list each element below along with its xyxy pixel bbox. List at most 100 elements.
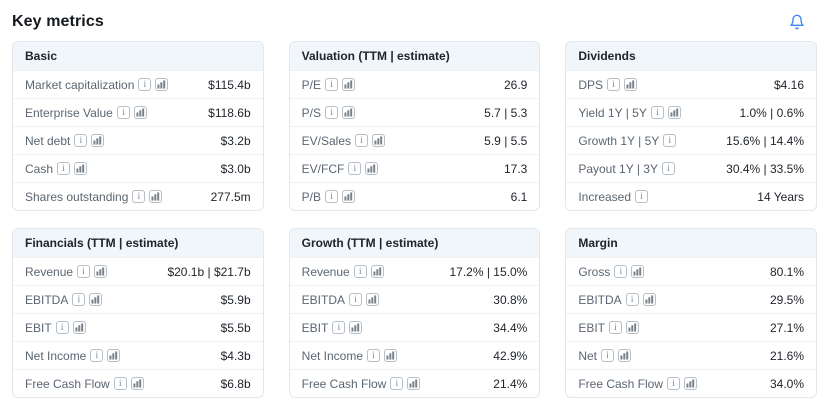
info-icon-glyph: i — [77, 294, 81, 304]
info-icon[interactable]: i — [609, 321, 622, 334]
chart-icon[interactable] — [155, 78, 169, 91]
metric-label: Net Income — [25, 348, 87, 363]
chart-icon[interactable] — [365, 162, 379, 175]
chart-icon[interactable] — [130, 377, 144, 390]
chart-icon[interactable] — [631, 265, 645, 278]
card-rows: Revenue i 17.2% | 15.0% EBITDA i — [289, 257, 540, 397]
info-icon-glyph: i — [354, 294, 357, 304]
metric-label-group: DPS i — [578, 78, 638, 92]
chart-icon-glyph — [151, 192, 160, 201]
chart-icon-glyph — [93, 136, 102, 145]
info-icon[interactable]: i — [667, 377, 681, 390]
chart-icon[interactable] — [370, 265, 384, 278]
info-icon[interactable]: i — [390, 377, 404, 390]
info-icon[interactable]: i — [116, 106, 130, 119]
page-title: Key metrics — [12, 13, 104, 30]
chart-icon[interactable] — [667, 106, 681, 119]
info-icon[interactable]: i — [325, 106, 338, 119]
info-icon[interactable]: i — [348, 162, 362, 175]
metric-label: EV/Sales — [301, 133, 352, 148]
chart-icon[interactable] — [349, 321, 363, 334]
metric-value: $3.2b — [220, 133, 251, 148]
info-icon[interactable]: i — [55, 321, 69, 334]
info-icon[interactable]: i — [663, 134, 677, 147]
metric-label: Net debt — [25, 133, 71, 148]
chart-icon[interactable] — [72, 321, 86, 334]
chart-icon[interactable] — [342, 106, 355, 119]
chart-icon[interactable] — [618, 349, 632, 362]
chart-icon-glyph — [76, 164, 85, 173]
info-icon[interactable]: i — [138, 78, 152, 91]
metric-value: $4.16 — [773, 77, 804, 92]
metrics-card: Financials (TTM | estimate) Revenue i $2… — [12, 228, 264, 398]
metric-label: EBITDA — [301, 292, 345, 307]
info-icon[interactable]: i — [74, 134, 88, 147]
info-icon[interactable]: i — [367, 349, 381, 362]
metric-label: Payout 1Y | 3Y — [578, 161, 658, 176]
metric-value: $3.0b — [220, 161, 251, 176]
chart-icon[interactable] — [133, 106, 147, 119]
chart-icon[interactable] — [384, 349, 398, 362]
info-icon[interactable]: i — [72, 293, 86, 306]
chart-icon[interactable] — [626, 321, 639, 334]
chart-icon[interactable] — [407, 377, 421, 390]
info-icon[interactable]: i — [614, 265, 628, 278]
chart-icon[interactable] — [149, 190, 163, 203]
metric-value: 30.4% | 33.5% — [726, 161, 804, 176]
chart-icon[interactable] — [89, 293, 103, 306]
info-icon[interactable]: i — [77, 265, 91, 278]
metric-value: 80.1% — [769, 264, 804, 279]
metric-row: EBITDA i $5.9b — [13, 285, 263, 313]
info-icon[interactable]: i — [325, 78, 338, 91]
metric-value: 277.5m — [210, 189, 251, 204]
chart-icon[interactable] — [342, 190, 355, 203]
info-icon[interactable]: i — [132, 190, 146, 203]
metric-label-group: Net i — [578, 349, 632, 363]
info-icon[interactable]: i — [90, 349, 104, 362]
info-icon[interactable]: i — [353, 265, 367, 278]
chart-icon[interactable] — [624, 78, 638, 91]
chart-icon[interactable] — [684, 377, 698, 390]
info-icon[interactable]: i — [661, 162, 675, 175]
info-icon[interactable]: i — [601, 349, 615, 362]
chart-icon-glyph — [686, 379, 695, 388]
info-icon[interactable]: i — [625, 293, 639, 306]
metric-row: Net debt i $3.2b — [13, 126, 263, 154]
card-rows: P/E i 26.9 P/S i — [289, 70, 540, 210]
metric-label: Gross — [578, 264, 611, 279]
notifications-button[interactable] — [787, 12, 807, 32]
metric-label: Market capitalization — [25, 77, 135, 92]
info-icon[interactable]: i — [650, 106, 664, 119]
chart-icon[interactable] — [74, 162, 88, 175]
info-icon[interactable]: i — [113, 377, 127, 390]
chart-icon-glyph — [136, 108, 145, 117]
info-icon[interactable]: i — [355, 134, 369, 147]
chart-icon[interactable] — [94, 265, 108, 278]
chart-icon[interactable] — [642, 293, 656, 306]
info-icon[interactable]: i — [635, 190, 649, 203]
info-icon[interactable]: i — [332, 321, 346, 334]
chart-icon-glyph — [670, 108, 679, 117]
metric-label: EBITDA — [25, 292, 69, 307]
info-icon-glyph: i — [95, 350, 99, 360]
metric-label: Cash — [25, 161, 54, 176]
info-icon[interactable]: i — [607, 78, 621, 91]
metric-row: Net Income i $4.3b — [13, 341, 263, 369]
chart-icon[interactable] — [91, 134, 105, 147]
metric-label: P/S — [301, 105, 321, 120]
metrics-card: Valuation (TTM | estimate) P/E i 26.9 P/… — [288, 41, 541, 211]
info-icon[interactable]: i — [57, 162, 71, 175]
chart-icon[interactable] — [342, 78, 355, 91]
metric-value: 34.0% — [769, 376, 804, 391]
info-icon[interactable]: i — [349, 293, 362, 306]
topbar: Key metrics — [12, 10, 817, 32]
chart-icon[interactable] — [372, 134, 386, 147]
info-icon-glyph: i — [640, 191, 643, 201]
card-rows: DPS i $4.16 Yield 1Y | 5Y i — [566, 70, 816, 210]
metric-label-group: Market capitalization i — [25, 77, 169, 92]
chart-icon[interactable] — [107, 349, 121, 362]
metric-label: Increased — [578, 189, 632, 204]
chart-icon[interactable] — [366, 293, 379, 306]
info-icon[interactable]: i — [325, 190, 338, 203]
metric-row: P/B i 6.1 — [289, 182, 540, 210]
